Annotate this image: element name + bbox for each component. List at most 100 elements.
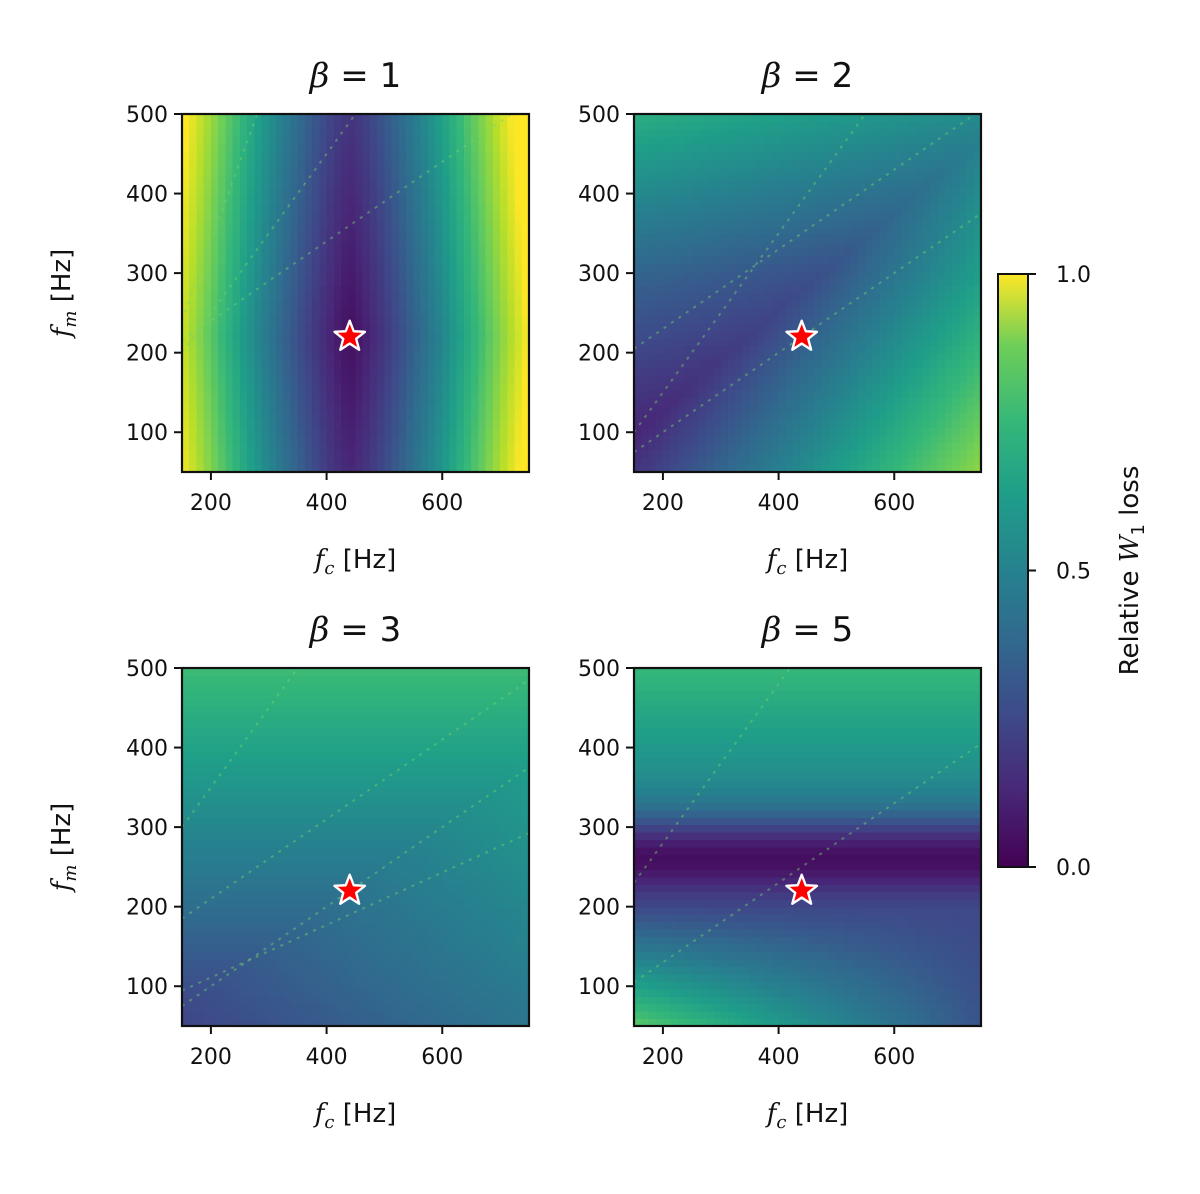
heatmap-cell [684,367,693,376]
heatmap-cell [341,300,349,309]
heatmap-cell [341,128,349,137]
heatmap-cell [684,248,693,257]
heatmap-cell [333,442,342,451]
heatmap-cell [456,397,465,406]
heatmap-cell [398,240,407,249]
heatmap-cell [362,337,371,346]
heatmap-cell [720,293,729,302]
heatmap-cell [463,419,472,428]
heatmap-cell [492,278,501,287]
heatmap-cell [210,943,219,953]
heatmap-cell [247,449,255,458]
heatmap-cell [785,315,794,324]
heatmap-cell [829,196,838,205]
heatmap-cell [463,293,472,302]
heatmap-cell [930,419,939,428]
heatmap-cell [203,682,212,691]
heatmap-cell [203,735,212,744]
heatmap-cell [785,136,794,145]
heatmap-cell [239,136,248,145]
heatmap-cell [304,181,313,190]
heatmap-cell [449,203,458,212]
heatmap-cell [973,218,982,227]
heatmap-cell [778,128,787,137]
heatmap-cell [225,218,234,227]
heatmap-cell [275,218,284,227]
heatmap-cell [872,248,881,257]
heatmap-cell [735,293,744,302]
heatmap-cell [793,114,801,123]
heatmap-cell [764,233,772,242]
heatmap-cell [485,449,494,458]
heatmap-cell [225,330,234,339]
heatmap-cell [369,449,378,458]
heatmap-cell [435,128,443,137]
heatmap-cell [865,151,874,160]
heatmap-cell [377,315,386,324]
heatmap-cell [764,300,772,309]
heatmap-cell [189,419,198,428]
heatmap-cell [500,382,508,391]
heatmap-cell [442,143,451,152]
heatmap-cell [478,136,487,145]
heatmap-cell [326,210,335,220]
heatmap-cell [203,697,212,706]
heatmap-cell [275,128,284,137]
heatmap-cell [442,464,451,473]
heatmap-cell [771,293,780,302]
heatmap-cell [894,322,903,331]
heatmap-cell [742,218,751,227]
heatmap-cell [973,240,982,249]
heatmap-cell [829,188,838,197]
heatmap-cell [348,181,357,190]
heatmap-cell [500,375,508,384]
heatmap-cell [391,218,400,227]
heatmap-cell [735,464,744,473]
heatmap-cell [785,278,794,287]
heatmap-cell [203,1003,212,1012]
heatmap-cell [203,337,212,346]
heatmap-cell [261,397,270,406]
heatmap-cell [966,457,975,466]
heatmap-cell [901,114,910,123]
heatmap-cell [973,136,982,145]
heatmap-cell [749,188,758,197]
heatmap-cell [500,136,508,145]
heatmap-cell [283,322,292,331]
heatmap-cell [901,419,910,428]
heatmap-cell [850,233,859,242]
heatmap-cell [677,278,686,287]
heatmap-cell [485,285,494,294]
heatmap-cell [203,375,212,384]
heatmap-cell [756,188,765,197]
heatmap-cell [377,434,386,443]
heatmap-cell [420,225,429,234]
heatmap-cell [225,255,234,264]
heatmap-cell [391,248,400,257]
heatmap-cell [398,114,407,123]
heatmap-cell [196,375,205,384]
heatmap-cell [341,233,349,242]
heatmap-cell [369,464,378,473]
heatmap-cell [836,166,845,175]
heatmap-cell [463,464,472,473]
heatmap-cell [800,427,809,436]
heatmap-cell [377,367,386,376]
heatmap-cell [764,203,772,212]
heatmap-cell [362,427,371,436]
heatmap-cell [348,382,357,391]
heatmap-cell [648,382,657,391]
heatmap-cell [829,255,838,264]
heatmap-cell [369,188,378,197]
heatmap-cell [449,196,458,205]
heatmap-cell [485,240,494,249]
heatmap-cell [247,248,255,257]
heatmap-cell [268,203,277,212]
heatmap-cell [699,128,707,137]
heatmap-cell [800,307,809,316]
heatmap-cell [836,188,845,197]
heatmap-cell [275,404,284,413]
heatmap-cell [778,270,787,279]
heatmap-cell [742,382,751,391]
heatmap-cell [655,330,664,339]
